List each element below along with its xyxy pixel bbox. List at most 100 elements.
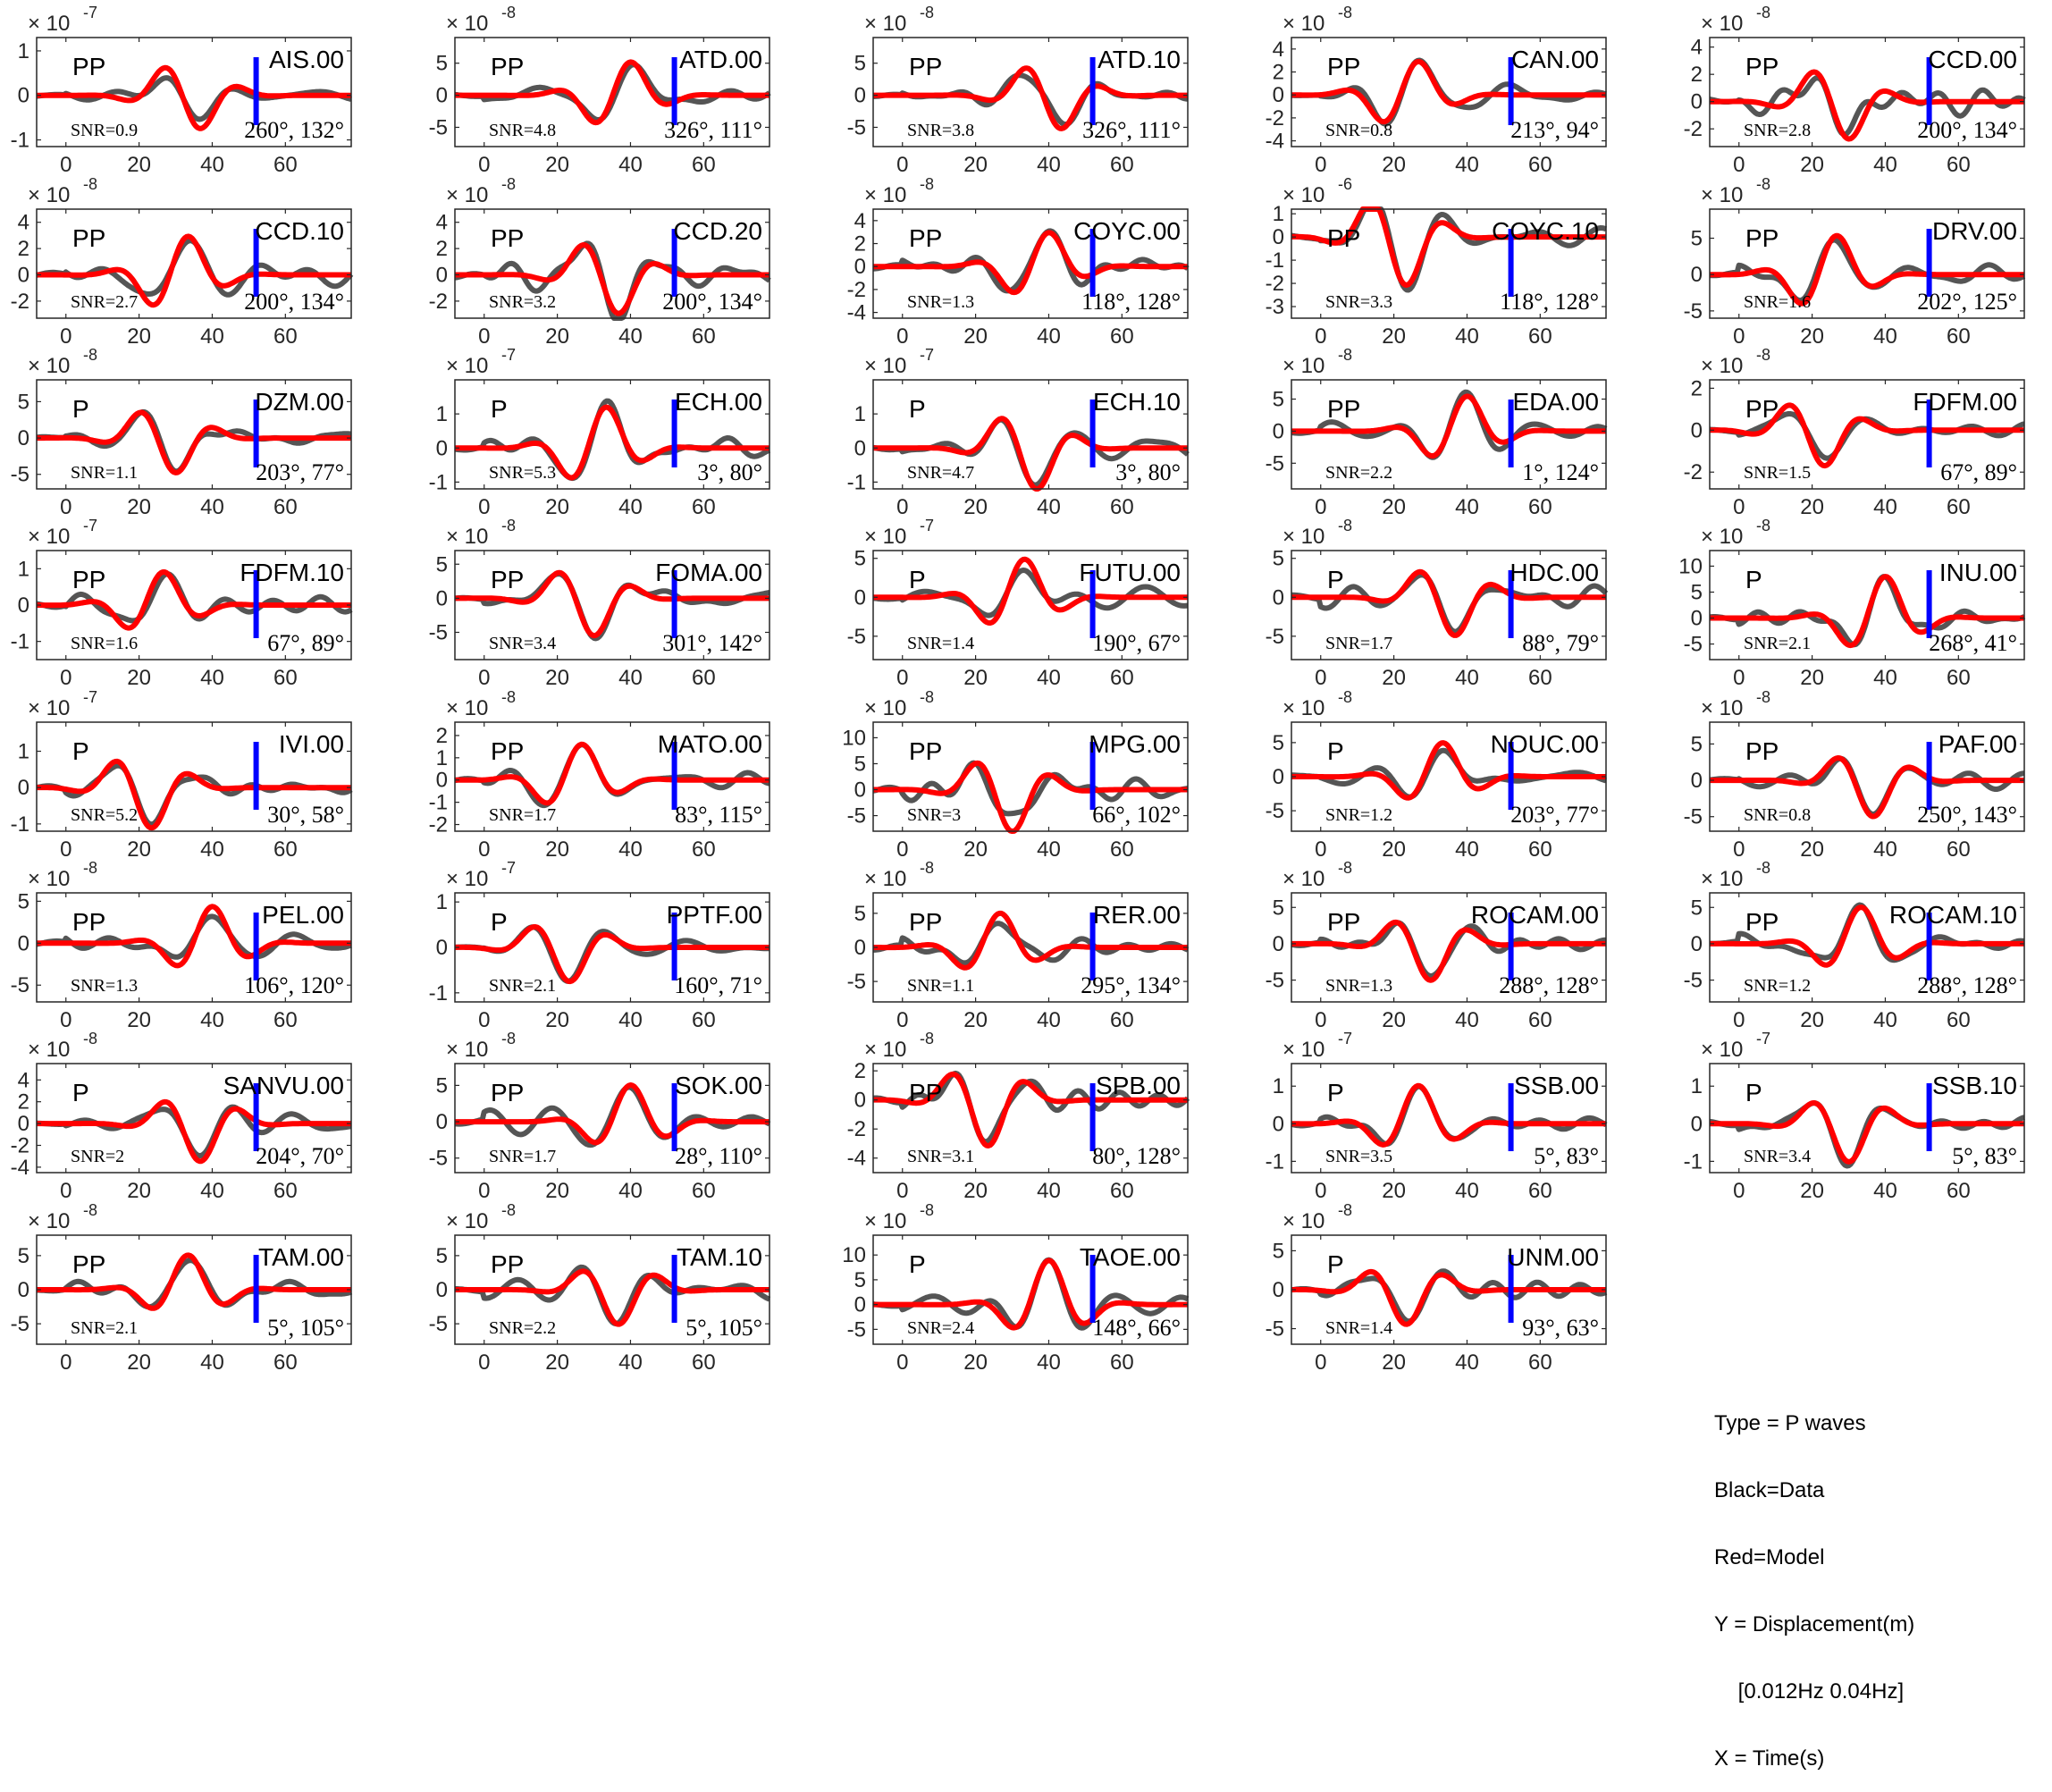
y-exponent-power: -8 — [1338, 1201, 1352, 1219]
x-tick-label: 40 — [618, 1179, 643, 1203]
y-exponent-power: -8 — [1338, 688, 1352, 706]
x-tick-label: 0 — [896, 495, 908, 519]
phase-label: P — [1327, 566, 1344, 593]
station-label: AIS.00 — [269, 46, 344, 73]
y-exponent-power: -8 — [501, 175, 516, 193]
y-exponent-power: -8 — [83, 175, 97, 193]
snr-label: SNR=1.6 — [71, 634, 138, 653]
y-tick-label: 5 — [854, 52, 866, 76]
y-tick-label: 0 — [18, 1112, 29, 1136]
y-tick-label: 2 — [854, 232, 866, 257]
y-tick-label: 2 — [1691, 376, 1703, 400]
x-tick-label: 0 — [1733, 153, 1745, 177]
x-tick-label: 40 — [1873, 153, 1897, 177]
phase-label: P — [909, 1250, 926, 1278]
data-trace — [36, 75, 352, 122]
y-exponent: × 10 — [1282, 867, 1325, 891]
legend-data: Black=Data — [1714, 1478, 1825, 1502]
station-label: SOK.00 — [675, 1072, 762, 1099]
panel-ais-00: 0 20 40 60 -1 0 1 × 10 -7 PP AIS.00 SNR=0.9 260°, 13… — [11, 4, 352, 177]
y-tick-label: 0 — [854, 255, 866, 279]
model-trace — [1291, 59, 1607, 125]
model-trace — [1709, 69, 2025, 142]
model-trace — [1291, 740, 1607, 801]
y-exponent-power: -8 — [920, 4, 934, 21]
x-tick-label: 60 — [1110, 1350, 1134, 1375]
y-tick-label: -1 — [1684, 1149, 1703, 1174]
phase-label: PP — [72, 566, 105, 593]
x-tick-label: 60 — [692, 153, 716, 177]
x-tick-label: 20 — [963, 324, 988, 349]
x-tick-label: 0 — [896, 1008, 908, 1032]
station-label: SSB.00 — [1514, 1072, 1599, 1099]
model-trace — [872, 1071, 1189, 1148]
snr-label: SNR=3 — [907, 805, 961, 825]
snr-label: SNR=1.3 — [907, 292, 974, 312]
phase-label: P — [72, 1079, 89, 1106]
x-tick-label: 0 — [896, 324, 908, 349]
angles-label: 200°, 134° — [1917, 117, 2017, 143]
x-tick-label: 40 — [1455, 324, 1479, 349]
angles-label: 67°, 89° — [1940, 459, 2017, 485]
station-label: DRV.00 — [1932, 217, 2017, 245]
angles-label: 213°, 94° — [1510, 117, 1599, 143]
x-tick-label: 60 — [273, 324, 298, 349]
x-tick-label: 20 — [1382, 324, 1406, 349]
y-exponent: × 10 — [28, 1038, 70, 1062]
angles-label: 93°, 63° — [1522, 1315, 1599, 1341]
x-tick-label: 60 — [692, 1008, 716, 1032]
phase-label: PP — [1327, 224, 1360, 252]
model-trace — [872, 556, 1189, 626]
angles-label: 83°, 115° — [675, 802, 762, 828]
y-exponent: × 10 — [1282, 696, 1325, 720]
phase-label: PP — [72, 1250, 105, 1278]
y-tick-label: 0 — [854, 84, 866, 108]
y-tick-label: 0 — [436, 1278, 448, 1302]
y-tick-label: 0 — [1691, 932, 1703, 956]
y-exponent-power: -8 — [1338, 859, 1352, 877]
panel-atd-10: 0 20 40 60 -5 0 5 × 10 -8 PP ATD.10 SNR=3.8 326°, 11… — [847, 4, 1189, 177]
phase-label: P — [1745, 1079, 1762, 1106]
x-tick-label: 0 — [1733, 1179, 1745, 1203]
model-trace — [1709, 904, 2025, 968]
angles-label: 67°, 89° — [267, 630, 344, 656]
model-trace — [872, 230, 1189, 296]
y-tick-label: 0 — [854, 436, 866, 460]
model-trace — [872, 910, 1189, 971]
x-tick-label: 60 — [692, 1350, 716, 1375]
axes-box — [872, 379, 1189, 490]
station-label: NOUC.00 — [1491, 730, 1599, 758]
y-tick-label: 1 — [436, 890, 448, 914]
panel-spb-00: 0 20 40 60 -4 -2 0 2× 10 -8 PP SPB.00 SNR=3.1 80°, 1… — [847, 1030, 1190, 1203]
y-exponent-power: -8 — [920, 175, 934, 193]
axes-box — [872, 1063, 1189, 1174]
y-tick-label: 1 — [1691, 1074, 1703, 1098]
phase-label: PP — [1327, 395, 1360, 423]
phase-label: P — [1327, 1250, 1344, 1278]
x-tick-label: 20 — [127, 1008, 151, 1032]
model-trace — [872, 416, 1189, 492]
x-tick-label: 20 — [127, 837, 151, 862]
station-label: PAF.00 — [1938, 730, 2017, 758]
model-trace — [454, 924, 770, 985]
y-tick-label: 0 — [1273, 585, 1284, 610]
angles-label: 106°, 120° — [244, 972, 344, 998]
phase-label: PP — [1327, 908, 1360, 936]
phase-label: PP — [491, 737, 524, 765]
phase-label: P — [909, 566, 926, 593]
x-tick-label: 0 — [1315, 1179, 1326, 1203]
x-tick-label: 0 — [896, 837, 908, 862]
x-tick-label: 0 — [478, 153, 490, 177]
y-tick-label: 0 — [1691, 607, 1703, 631]
panel-fdfm-10: 0 20 40 60 -1 0 1 × 10 -7 PP FDFM.10 SNR=1.6 67°, 89… — [11, 517, 353, 690]
y-exponent-power: -7 — [1756, 1030, 1770, 1047]
snr-label: SNR=2.1 — [71, 1318, 138, 1338]
x-tick-label: 40 — [1037, 1179, 1061, 1203]
y-exponent-power: -8 — [920, 859, 934, 877]
x-tick-label: 60 — [1528, 837, 1552, 862]
snr-label: SNR=1.5 — [1744, 463, 1811, 483]
axes-box — [872, 37, 1189, 147]
